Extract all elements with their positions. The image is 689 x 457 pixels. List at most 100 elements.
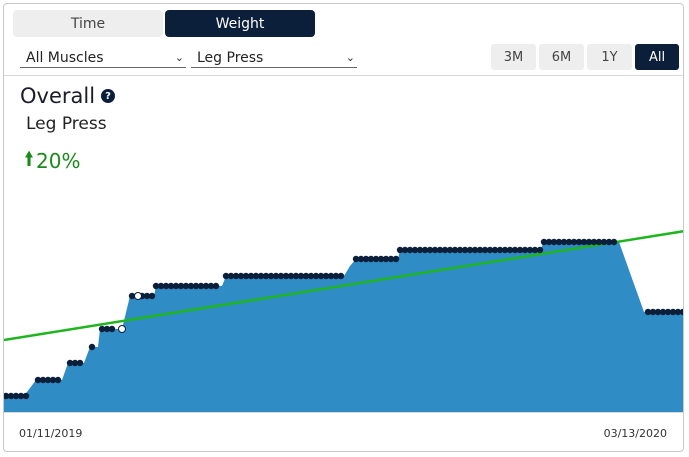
data-point[interactable] [565, 238, 573, 246]
data-point[interactable] [49, 376, 57, 384]
data-point[interactable] [531, 246, 539, 254]
data-point[interactable] [162, 282, 170, 290]
data-point[interactable] [232, 272, 240, 280]
data-point[interactable] [192, 282, 200, 290]
data-point[interactable] [501, 246, 509, 254]
data-point[interactable] [416, 246, 424, 254]
data-point[interactable] [177, 282, 185, 290]
data-point[interactable] [536, 246, 544, 254]
data-point[interactable] [456, 246, 464, 254]
range-all-button[interactable]: All [635, 44, 679, 70]
data-point[interactable] [585, 238, 593, 246]
data-point[interactable] [396, 246, 404, 254]
data-point[interactable] [372, 255, 380, 263]
data-point[interactable] [659, 308, 667, 316]
data-point[interactable] [237, 272, 245, 280]
data-point[interactable] [39, 376, 47, 384]
data-point[interactable] [327, 272, 335, 280]
data-point[interactable] [516, 246, 524, 254]
data-point[interactable] [307, 272, 315, 280]
data-point[interactable] [406, 246, 414, 254]
muscles-select[interactable]: All Muscles ⌄ [20, 48, 186, 68]
data-point[interactable] [12, 392, 20, 400]
data-point[interactable] [411, 246, 419, 254]
data-point[interactable] [357, 255, 365, 263]
data-point[interactable] [282, 272, 290, 280]
data-point[interactable] [674, 308, 682, 316]
data-point[interactable] [187, 282, 195, 290]
data-point[interactable] [287, 272, 295, 280]
data-point[interactable] [312, 272, 320, 280]
data-point[interactable] [108, 325, 116, 333]
data-point[interactable] [167, 282, 175, 290]
data-point[interactable] [22, 392, 30, 400]
data-point[interactable] [550, 238, 558, 246]
data-point[interactable] [654, 308, 662, 316]
data-point[interactable] [71, 359, 79, 367]
data-point[interactable] [152, 282, 160, 290]
data-point[interactable] [540, 238, 548, 246]
data-point[interactable] [669, 308, 677, 316]
data-point[interactable] [262, 272, 270, 280]
highlighted-point[interactable] [118, 325, 126, 333]
data-point[interactable] [506, 246, 514, 254]
data-point[interactable] [580, 238, 588, 246]
data-point[interactable] [332, 272, 340, 280]
data-point[interactable] [4, 392, 10, 400]
data-point[interactable] [600, 238, 608, 246]
data-point[interactable] [446, 246, 454, 254]
data-point[interactable] [649, 308, 657, 316]
data-point[interactable] [436, 246, 444, 254]
data-point[interactable] [466, 246, 474, 254]
data-point[interactable] [297, 272, 305, 280]
data-point[interactable] [44, 376, 52, 384]
tab-weight[interactable]: Weight [165, 10, 315, 37]
data-point[interactable] [491, 246, 499, 254]
data-point[interactable] [441, 246, 449, 254]
data-point[interactable] [605, 238, 613, 246]
data-point[interactable] [451, 246, 459, 254]
data-point[interactable] [521, 246, 529, 254]
data-point[interactable] [157, 282, 165, 290]
data-point[interactable] [103, 325, 111, 333]
data-point[interactable] [610, 238, 618, 246]
data-point[interactable] [202, 282, 210, 290]
data-point[interactable] [197, 282, 205, 290]
data-point[interactable] [526, 246, 534, 254]
data-point[interactable] [401, 246, 409, 254]
data-point[interactable] [7, 392, 15, 400]
data-point[interactable] [257, 272, 265, 280]
data-point[interactable] [486, 246, 494, 254]
data-point[interactable] [88, 343, 96, 351]
data-point[interactable] [461, 246, 469, 254]
data-point[interactable] [570, 238, 578, 246]
data-point[interactable] [98, 325, 106, 333]
data-point[interactable] [172, 282, 180, 290]
data-point[interactable] [143, 292, 151, 300]
data-point[interactable] [337, 272, 345, 280]
data-point[interactable] [182, 282, 190, 290]
data-point[interactable] [148, 292, 156, 300]
data-point[interactable] [496, 246, 504, 254]
data-point[interactable] [247, 272, 255, 280]
data-point[interactable] [322, 272, 330, 280]
data-point[interactable] [555, 238, 563, 246]
data-point[interactable] [560, 238, 568, 246]
data-point[interactable] [382, 255, 390, 263]
data-point[interactable] [267, 272, 275, 280]
data-point[interactable] [590, 238, 598, 246]
data-point[interactable] [66, 359, 74, 367]
data-point[interactable] [272, 272, 280, 280]
data-point[interactable] [362, 255, 370, 263]
data-point[interactable] [595, 238, 603, 246]
data-point[interactable] [317, 272, 325, 280]
range-6m-button[interactable]: 6M [539, 44, 584, 70]
data-point[interactable] [644, 308, 652, 316]
data-point[interactable] [545, 238, 553, 246]
data-point[interactable] [352, 255, 360, 263]
range-1y-button[interactable]: 1Y [587, 44, 632, 70]
data-point[interactable] [252, 272, 260, 280]
data-point[interactable] [277, 272, 285, 280]
data-point[interactable] [392, 255, 400, 263]
data-point[interactable] [212, 282, 220, 290]
